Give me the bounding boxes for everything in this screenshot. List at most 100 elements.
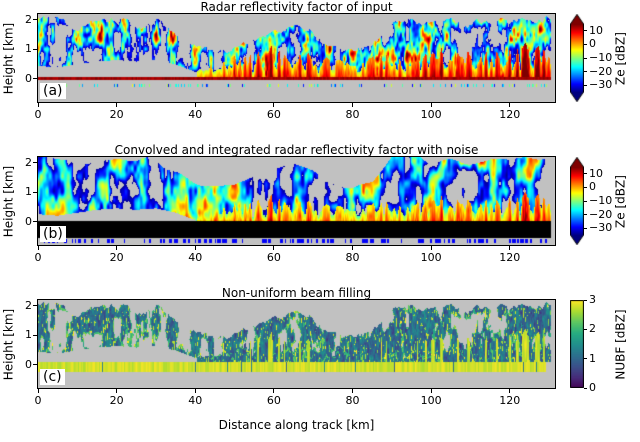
y-tick-label: 0 xyxy=(25,357,32,371)
y-tick xyxy=(33,364,37,366)
x-tick xyxy=(430,103,432,107)
x-tick-label: 20 xyxy=(109,108,124,121)
y-tick-label: 0 xyxy=(25,71,32,85)
colorbar-tick-label: 0 xyxy=(589,381,596,394)
colorbar-tick-label: 1 xyxy=(589,351,596,365)
panel-c-y-axis-label: Height [km] xyxy=(1,308,16,381)
y-tick xyxy=(33,48,37,50)
y-tick xyxy=(33,191,37,193)
x-tick-label: 80 xyxy=(345,394,360,407)
panel-a-title: Radar reflectivity factor of input xyxy=(200,0,393,14)
colorbar-tick xyxy=(584,328,587,330)
x-tick-label: 40 xyxy=(188,251,203,264)
x-tick xyxy=(509,103,511,107)
colorbar-tick xyxy=(584,299,587,301)
colorbar-tick xyxy=(584,186,587,188)
x-tick-label: 0 xyxy=(34,394,42,407)
x-tick-label: 80 xyxy=(345,108,360,121)
colorbar-tick xyxy=(584,173,587,175)
panel-a-colorbar xyxy=(570,14,584,102)
x-tick-label: 40 xyxy=(188,108,203,121)
y-tick-label: 1 xyxy=(25,42,32,56)
panel-a-heatmap xyxy=(37,13,556,103)
y-tick xyxy=(33,221,37,223)
panel-c-colorbar xyxy=(570,300,584,388)
x-tick-label: 100 xyxy=(420,394,442,407)
x-tick-label: 60 xyxy=(266,394,281,407)
x-tick xyxy=(194,103,196,107)
colorbar-tick xyxy=(584,214,587,216)
colorbar-tick xyxy=(584,57,587,59)
x-tick-label: 120 xyxy=(499,394,521,407)
y-tick xyxy=(33,162,37,164)
colorbar-tick-label: 2 xyxy=(589,322,596,336)
x-tick-label: 40 xyxy=(188,394,203,407)
x-tick-label: 20 xyxy=(109,394,124,407)
x-tick xyxy=(352,103,354,107)
x-tick-label: 0 xyxy=(34,251,42,264)
colorbar-tick-label: −10 xyxy=(589,194,613,207)
colorbar-tick-label: 10 xyxy=(589,166,603,180)
x-tick-label: 100 xyxy=(420,108,442,121)
x-tick-label: 120 xyxy=(499,108,521,121)
panel-b-label: (b) xyxy=(40,226,66,242)
colorbar-tick-label: 3 xyxy=(589,293,596,306)
panel-b-title: Convolved and integrated radar reflectiv… xyxy=(114,143,479,157)
colorbar-tick-label: −30 xyxy=(589,221,613,235)
y-tick-label: 2 xyxy=(25,12,32,26)
y-tick xyxy=(33,19,37,21)
panel-a-label: (a) xyxy=(40,83,66,99)
x-tick xyxy=(273,103,275,107)
x-tick xyxy=(37,103,39,107)
colorbar-tick-label: −30 xyxy=(589,78,613,92)
panel-b-colorbar xyxy=(570,157,584,245)
x-tick xyxy=(509,246,511,250)
panel-b-y-axis-label: Height [km] xyxy=(1,165,16,238)
panel-b-heatmap xyxy=(37,156,556,246)
panel-c-label: (c) xyxy=(40,369,65,385)
y-tick-label: 2 xyxy=(25,298,32,312)
x-tick xyxy=(116,103,118,107)
panel-a-y-axis-label: Height [km] xyxy=(1,22,16,95)
colorbar-tick xyxy=(584,200,587,202)
x-tick-label: 100 xyxy=(420,251,442,264)
x-tick xyxy=(37,246,39,250)
colorbar-tick xyxy=(584,358,587,360)
colorbar-tick xyxy=(584,71,587,73)
x-tick-label: 20 xyxy=(109,251,124,264)
x-tick xyxy=(116,246,118,250)
x-tick xyxy=(273,246,275,250)
x-tick-label: 120 xyxy=(499,251,521,264)
x-tick xyxy=(430,389,432,393)
panel-c-colorbar-label: NUBF [dBZ] xyxy=(613,309,628,380)
y-tick-label: 1 xyxy=(25,185,32,199)
x-tick xyxy=(509,389,511,393)
colorbar-tick-label: −10 xyxy=(589,51,613,64)
colorbar-tick-label: −20 xyxy=(589,64,613,78)
y-tick-label: 2 xyxy=(25,155,32,169)
colorbar-tick-label: −20 xyxy=(589,207,613,221)
y-tick xyxy=(33,334,37,336)
x-tick xyxy=(352,246,354,250)
x-tick xyxy=(194,389,196,393)
x-tick-label: 80 xyxy=(345,251,360,264)
x-tick xyxy=(273,389,275,393)
x-tick-label: 60 xyxy=(266,108,281,121)
y-tick-label: 0 xyxy=(25,214,32,228)
x-tick xyxy=(430,246,432,250)
panel-c-heatmap xyxy=(37,299,556,389)
x-tick xyxy=(194,246,196,250)
y-tick xyxy=(33,305,37,307)
x-tick xyxy=(352,389,354,393)
x-axis-label: Distance along track [km] xyxy=(218,418,375,432)
colorbar-tick xyxy=(584,84,587,86)
colorbar-tick xyxy=(584,43,587,45)
x-tick-label: 60 xyxy=(266,251,281,264)
y-tick xyxy=(33,78,37,80)
colorbar-tick-label: 0 xyxy=(589,180,596,194)
colorbar-tick xyxy=(584,30,587,32)
colorbar-tick-label: 10 xyxy=(589,23,603,37)
colorbar-tick-label: 0 xyxy=(589,37,596,51)
y-tick-label: 1 xyxy=(25,328,32,342)
